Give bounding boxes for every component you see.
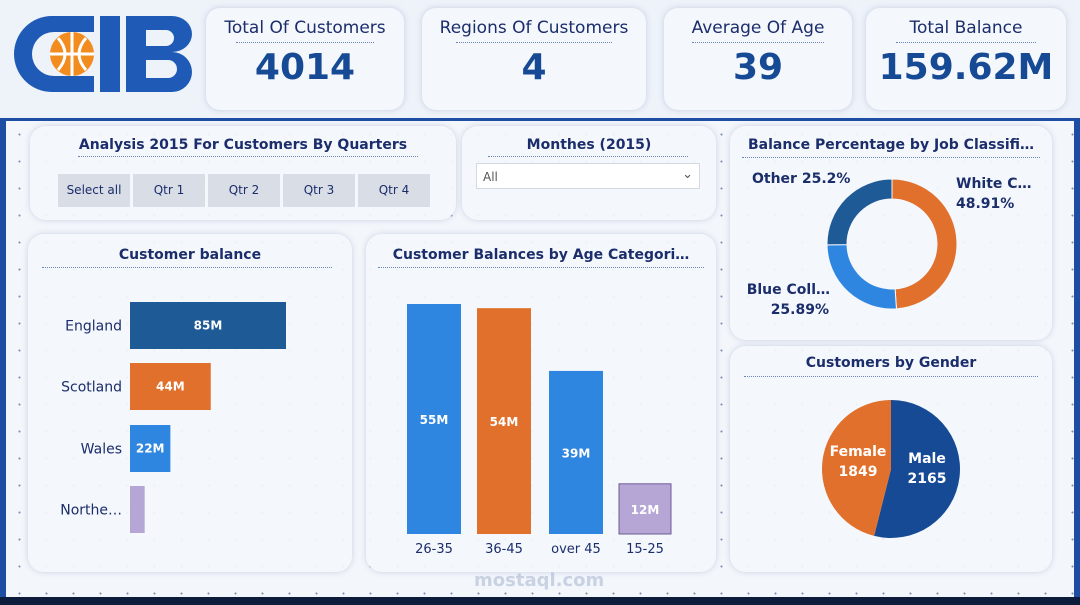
category-label: 36-45 <box>485 542 523 557</box>
donut-slice[interactable] <box>826 178 893 246</box>
data-label: 85M <box>194 319 223 333</box>
slicer-select-all[interactable]: Select all <box>58 174 130 207</box>
category-label: Northe… <box>60 503 122 519</box>
kpi-value: 39 <box>732 47 784 88</box>
month-dropdown-value: All <box>483 170 498 184</box>
cib-logo <box>14 16 192 92</box>
kpi-total-balance: Total Balance 159.62M <box>866 8 1066 110</box>
data-label: 55M <box>420 413 449 427</box>
kpi-title: Regions Of Customers <box>439 18 629 38</box>
chart-title: Customer Balances by Age Categori… <box>392 247 690 263</box>
slice-label: White C… <box>956 176 1032 192</box>
kpi-value: 4014 <box>254 47 356 88</box>
kpi-title: Total Balance <box>909 18 1023 38</box>
slice-label: Other 25.2% <box>752 171 850 187</box>
chart-title: Balance Percentage by Job Classifi… <box>747 137 1035 153</box>
bar[interactable] <box>130 363 211 410</box>
watermark: mostaql.com <box>474 570 605 591</box>
kpi-total-customers: Total Of Customers 4014 <box>206 8 404 110</box>
age-category-chart: 55M 26-35 54M 36-45 39M over 45 12M 15-25 <box>407 304 672 557</box>
kpi-value: 4 <box>521 47 547 88</box>
category-label: Wales <box>81 442 122 458</box>
month-slicer-title: Monthes (2015) <box>526 137 652 153</box>
bar[interactable] <box>618 483 672 535</box>
category-label: 26-35 <box>415 542 453 557</box>
bar[interactable] <box>549 370 603 534</box>
category-label: 15-25 <box>626 542 664 557</box>
bar[interactable] <box>477 308 531 534</box>
month-dropdown[interactable]: All ⌄ <box>476 163 700 189</box>
category-label: England <box>65 319 122 335</box>
quarter-slicer-title: Analysis 2015 For Customers By Quarters <box>78 137 408 153</box>
slice-percent: 48.91% <box>956 196 1014 212</box>
chart-title: Customer balance <box>118 247 262 263</box>
slice-label: Female <box>830 444 887 460</box>
slicer-qtr-4[interactable]: Qtr 4 <box>358 174 430 207</box>
bar[interactable] <box>407 304 461 534</box>
data-label: 22M <box>136 442 165 456</box>
pie-slice[interactable] <box>874 400 960 538</box>
slice-value: 2165 <box>908 471 947 487</box>
slicer-qtr-2[interactable]: Qtr 2 <box>208 174 280 207</box>
data-label: 44M <box>156 380 185 394</box>
donut-slice[interactable] <box>826 244 897 310</box>
kpi-regions: Regions Of Customers 4 <box>422 8 646 110</box>
slice-label: Blue Coll… <box>747 282 830 298</box>
bar[interactable] <box>130 486 145 533</box>
category-label: over 45 <box>551 542 601 557</box>
chevron-down-icon: ⌄ <box>682 167 693 182</box>
bar[interactable] <box>130 425 171 472</box>
data-label: 12M <box>631 503 660 517</box>
kpi-value: 159.62M <box>878 47 1054 88</box>
category-label: Scotland <box>61 380 122 396</box>
slice-value: 1849 <box>839 464 878 480</box>
footer-bar <box>0 597 1080 605</box>
chart-title: Customers by Gender <box>805 355 977 371</box>
slice-label: Male <box>908 451 946 467</box>
donut-slice[interactable] <box>891 178 958 310</box>
job-classification-card: Balance Percentage by Job Classifi… <box>730 126 1052 340</box>
slicer-qtr-1[interactable]: Qtr 1 <box>133 174 205 207</box>
data-label: 54M <box>490 415 519 429</box>
gender-chart: Male 2165 Female 1849 <box>822 400 960 538</box>
customer-balance-chart: England 85M Scotland 44M Wales 22M Northe… <box>60 302 286 533</box>
bar[interactable] <box>130 302 286 349</box>
kpi-average-age: Average Of Age 39 <box>664 8 852 110</box>
job-classification-chart: White C… 48.91% Blue Coll… 25.89% Other 25.2… <box>747 171 1032 318</box>
slicer-qtr-3[interactable]: Qtr 3 <box>283 174 355 207</box>
slice-percent: 25.89% <box>771 302 829 318</box>
pie-slice[interactable] <box>822 400 891 536</box>
kpi-title: Average Of Age <box>691 18 825 38</box>
kpi-title: Total Of Customers <box>224 18 386 38</box>
data-label: 39M <box>562 446 591 460</box>
